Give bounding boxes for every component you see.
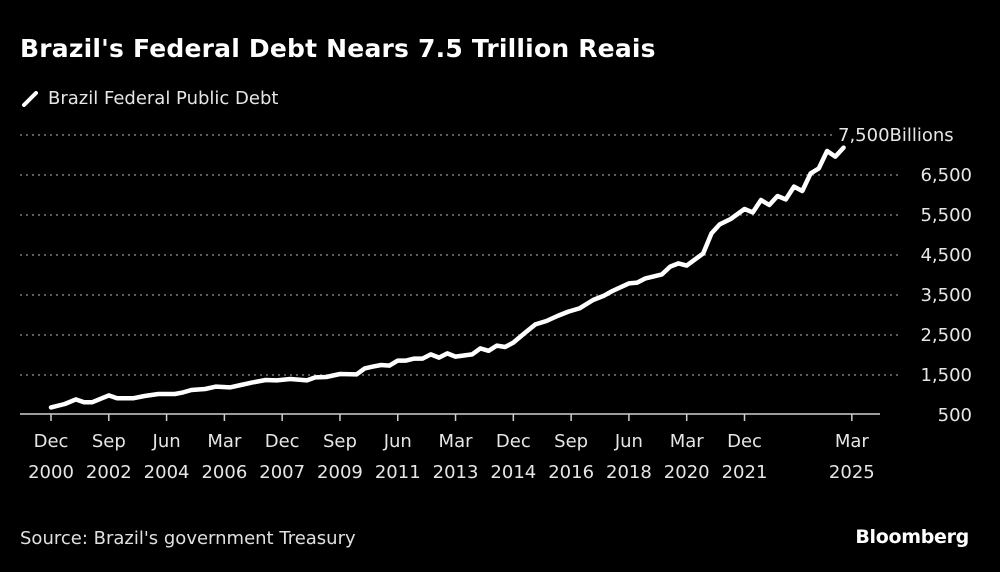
x-tick-label: Jun bbox=[614, 431, 643, 452]
x-tick-label: Mar bbox=[835, 431, 870, 452]
series-line bbox=[48, 145, 846, 410]
legend-line-icon bbox=[22, 90, 38, 107]
x-tick-label: 2020 bbox=[664, 462, 710, 483]
x-tick-label: Mar bbox=[670, 431, 705, 452]
x-tick-label: Sep bbox=[323, 431, 357, 452]
x-tick-label: 2009 bbox=[317, 462, 363, 483]
x-tick-label: 2004 bbox=[144, 462, 190, 483]
x-tick-label: Dec bbox=[265, 431, 300, 452]
x-tick-label: 2002 bbox=[86, 462, 132, 483]
x-tick-label: Dec bbox=[727, 431, 762, 452]
x-tick-label: 2006 bbox=[201, 462, 247, 483]
x-tick-label: 2011 bbox=[375, 462, 421, 483]
x-tick-label: Dec bbox=[34, 431, 69, 452]
y-tick-label: 7,500Billions bbox=[838, 125, 954, 146]
x-tick-label: 2000 bbox=[28, 462, 74, 483]
x-tick-label: 2018 bbox=[606, 462, 652, 483]
y-tick-label: 6,500 bbox=[920, 165, 972, 186]
x-tick-label: Jun bbox=[383, 431, 412, 452]
x-tick-label: 2013 bbox=[433, 462, 479, 483]
bloomberg-logo: Bloomberg bbox=[855, 526, 969, 548]
x-tick-label: 2016 bbox=[548, 462, 594, 483]
y-tick-label: 1,500 bbox=[920, 365, 972, 386]
y-tick-label: 4,500 bbox=[920, 245, 972, 266]
y-tick-label: 500 bbox=[938, 405, 972, 426]
x-tick-label: Sep bbox=[554, 431, 588, 452]
x-tick-label: 2021 bbox=[722, 462, 768, 483]
x-tick-label: Sep bbox=[92, 431, 126, 452]
y-tick-label: 3,500 bbox=[920, 285, 972, 306]
x-tick-label: Dec bbox=[496, 431, 531, 452]
x-tick-label: 2007 bbox=[259, 462, 305, 483]
source-note: Source: Brazil's government Treasury bbox=[20, 528, 356, 549]
x-tick-label: Jun bbox=[152, 431, 181, 452]
x-tick-label: Mar bbox=[439, 431, 474, 452]
y-tick-label: 5,500 bbox=[920, 205, 972, 226]
chart-title: Brazil's Federal Debt Nears 7.5 Trillion… bbox=[20, 34, 656, 63]
y-tick-label: 2,500 bbox=[920, 325, 972, 346]
x-tick-label: Mar bbox=[207, 431, 242, 452]
x-tick-label: 2025 bbox=[829, 462, 875, 483]
legend-label: Brazil Federal Public Debt bbox=[48, 88, 279, 109]
x-tick-label: 2014 bbox=[490, 462, 536, 483]
legend: Brazil Federal Public Debt bbox=[22, 88, 278, 109]
